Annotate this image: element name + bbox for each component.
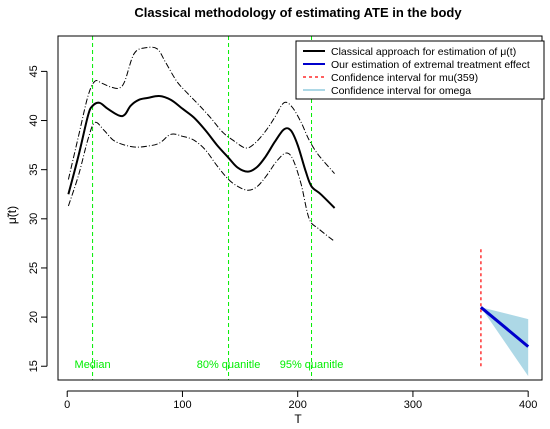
series-upper-band [67,46,335,180]
legend-label: Classical approach for estimation of μ(t… [331,46,516,58]
y-tick-label: 25 [28,262,40,274]
x-tick-label: 400 [519,399,537,411]
quantile-label: Median [75,359,111,371]
legend-label: Confidence interval for mu(359) [331,72,478,84]
y-axis: 15 20 25 30 35 40 45 [28,65,48,372]
ci-omega-band [480,307,529,377]
x-axis-label: T [294,412,302,426]
x-tick-label: 200 [289,399,307,411]
y-tick-label: 15 [28,360,40,372]
legend-label: Confidence interval for omega [331,85,471,97]
x-tick-label: 300 [404,399,422,411]
legend: Classical approach for estimation of μ(t… [295,40,545,100]
series-group [67,46,530,348]
series-extremal-effect [479,306,530,348]
legend-box [295,40,545,100]
plot-frame [57,35,543,381]
y-tick-label: 20 [28,311,40,323]
series-lower-band [67,121,335,242]
x-tick-label: 100 [173,399,191,411]
y-tick-label: 40 [28,114,40,126]
series-estimate [67,94,336,209]
legend-label: Our estimation of extremal treatment eff… [331,59,530,71]
y-tick-label: 35 [28,164,40,176]
x-axis: 0 100 200 300 400 [64,390,537,411]
quantile-label: 80% quanitle [197,359,261,371]
y-axis-label: μ̃(t) [5,206,19,224]
y-tick-label: 45 [28,65,40,77]
chart-title: Classical methodology of estimating ATE … [134,5,462,20]
quantile-label: 95% quanitle [280,359,344,371]
y-tick-label: 30 [28,213,40,225]
x-tick-label: 0 [64,399,70,411]
